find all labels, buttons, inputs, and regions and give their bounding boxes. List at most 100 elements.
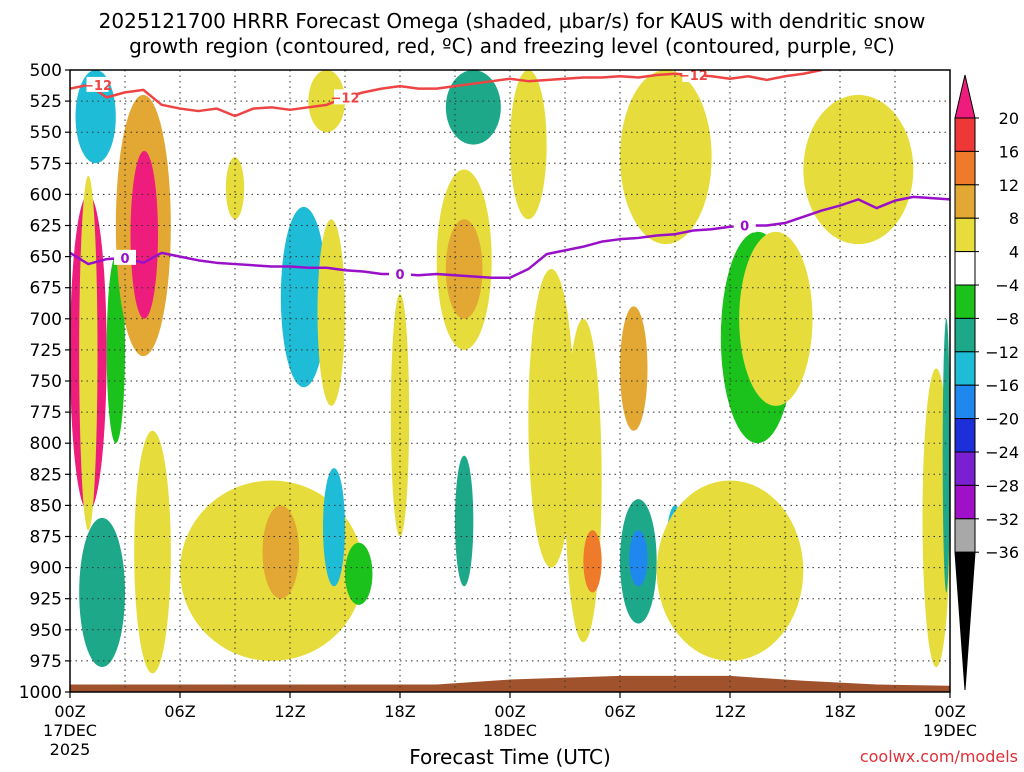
contour-label-1-2: 0 [740, 220, 749, 235]
x-tick-label-6: 12Z [714, 702, 745, 721]
colorbar-bin-11 [954, 451, 976, 486]
colorbar-label-0: 20 [999, 109, 1019, 128]
colorbar-bin-10 [954, 418, 976, 453]
colorbar-label-6: −8 [995, 309, 1019, 328]
contour-label-bg-0-0 [86, 76, 109, 92]
colorbar-bin-7 [954, 317, 976, 353]
contour-line-1 [70, 195, 950, 279]
contour-label-0-0: −12 [83, 79, 112, 94]
contour-label-0-2: −12 [679, 69, 708, 84]
omega-cell-20 [455, 455, 474, 587]
y-tick-label-10: 750 [30, 372, 62, 392]
y-tick-label-20: 1000 [19, 683, 62, 703]
ground-layer [70, 675, 950, 692]
contour-label-bg-1-2 [733, 217, 756, 233]
omega-shading [70, 70, 950, 674]
y-tick-label-9: 725 [30, 341, 62, 361]
contour-lines: −12 −12 −12 0 0 0 [70, 69, 950, 283]
x-tick-label-2: 12Z [274, 702, 305, 721]
colorbar-bin-5 [954, 251, 976, 286]
omega-cell-19 [445, 70, 501, 145]
x-tick-label-1: 06Z [164, 702, 195, 721]
colorbar-bin-12 [954, 484, 976, 520]
x-tick-label-4: 00Z [494, 702, 525, 721]
contour-label-1-1: 0 [395, 268, 404, 283]
omega-cell-1 [79, 175, 98, 531]
omega-cell-14 [323, 468, 345, 587]
contour-label-1-0: 0 [120, 252, 129, 267]
colorbar-bin-9 [954, 384, 976, 420]
omega-cell-31 [620, 70, 712, 245]
ground-surface [70, 675, 950, 692]
colorbar-label-7: −12 [985, 343, 1019, 362]
y-tick-label-0: 500 [30, 61, 62, 81]
omega-cell-7 [134, 430, 171, 674]
y-tick-label-11: 775 [30, 403, 62, 423]
colorbar-label-10: −24 [985, 443, 1019, 462]
colorbar: 20 16 12 8 4 −4 −8 −12 −16 −20 −24 −28 −32 −36 [954, 74, 1019, 691]
omega-cell-2 [75, 70, 116, 164]
colorbar-bin-8 [954, 351, 976, 386]
x-tick-date-8: 19DEC [923, 721, 977, 740]
colorbar-label-4: 4 [1009, 243, 1019, 262]
omega-cell-24 [583, 530, 602, 593]
omega-cell-25 [620, 306, 648, 431]
colorbar-bin-0 [954, 74, 976, 119]
y-tick-label-1: 525 [30, 92, 62, 112]
colorbar-label-8: −16 [985, 376, 1019, 395]
omega-cell-9 [280, 206, 327, 388]
contour-label-bg-0-1 [334, 89, 356, 105]
omega-cell-18 [445, 219, 483, 319]
chart-title-line-1: 2025121700 HRRR Forecast Omega (shaded, … [99, 9, 926, 33]
y-tick-label-16: 900 [30, 559, 62, 579]
omega-cell-15 [345, 542, 373, 605]
omega-cell-36 [942, 318, 950, 593]
omega-cell-22 [528, 269, 575, 568]
colorbar-bin-4 [954, 217, 976, 253]
y-tick-label-8: 700 [30, 310, 62, 330]
plot-area: −12 −12 −12 0 0 0 [70, 69, 950, 692]
colorbar-bin-1 [954, 117, 976, 152]
y-tick-label-12: 800 [30, 434, 62, 454]
colorbar-label-5: −4 [995, 276, 1019, 295]
y-tick-label-5: 625 [30, 217, 62, 237]
omega-cell-27 [629, 530, 648, 587]
grid-lines [70, 70, 950, 692]
colorbar-label-2: 12 [999, 176, 1019, 195]
x-tick-date-4: 18DEC [483, 721, 537, 740]
x-tick-date-0: 17DEC [43, 721, 97, 740]
chart-title-line-2: growth region (contoured, red, ºC) and f… [129, 34, 895, 58]
omega-cell-3 [106, 256, 126, 444]
x-tick-label-3: 18Z [384, 702, 415, 721]
y-tick-label-2: 550 [30, 123, 62, 143]
colorbar-label-3: 8 [1009, 209, 1019, 228]
x-tick-label-8: 00Z [934, 702, 965, 721]
y-axis: 500 525 550 575 600 625 650 675 700 725 750 775 800 8… [19, 61, 70, 703]
omega-cell-8 [225, 157, 245, 220]
y-tick-label-13: 825 [30, 465, 62, 485]
contour-label-bg-1-0 [114, 249, 136, 265]
omega-cell-10 [317, 219, 345, 406]
x-axis-label: Forecast Time (UTC) [409, 745, 611, 768]
y-tick-label-14: 850 [30, 496, 62, 516]
colorbar-label-12: −32 [985, 510, 1019, 529]
omega-cell-13 [262, 505, 300, 599]
omega-cell-11 [308, 70, 345, 133]
y-tick-label-6: 650 [30, 248, 62, 268]
omega-cell-5 [130, 150, 158, 319]
omega-cell-6 [79, 517, 125, 668]
colorbar-bin-6 [954, 284, 976, 319]
colorbar-bin-2 [954, 150, 976, 186]
omega-cell-23 [565, 318, 602, 643]
contour-label-bg-0-2 [682, 70, 705, 82]
colorbar-bin-13 [954, 518, 976, 553]
omega-cell-21 [509, 70, 547, 220]
y-tick-label-4: 600 [30, 185, 62, 205]
colorbar-label-1: 16 [999, 142, 1019, 161]
y-tick-label-18: 950 [30, 621, 62, 641]
credit-text: coolwx.com/models [860, 747, 1018, 766]
y-tick-label-19: 975 [30, 652, 62, 672]
y-tick-label-17: 925 [30, 590, 62, 610]
